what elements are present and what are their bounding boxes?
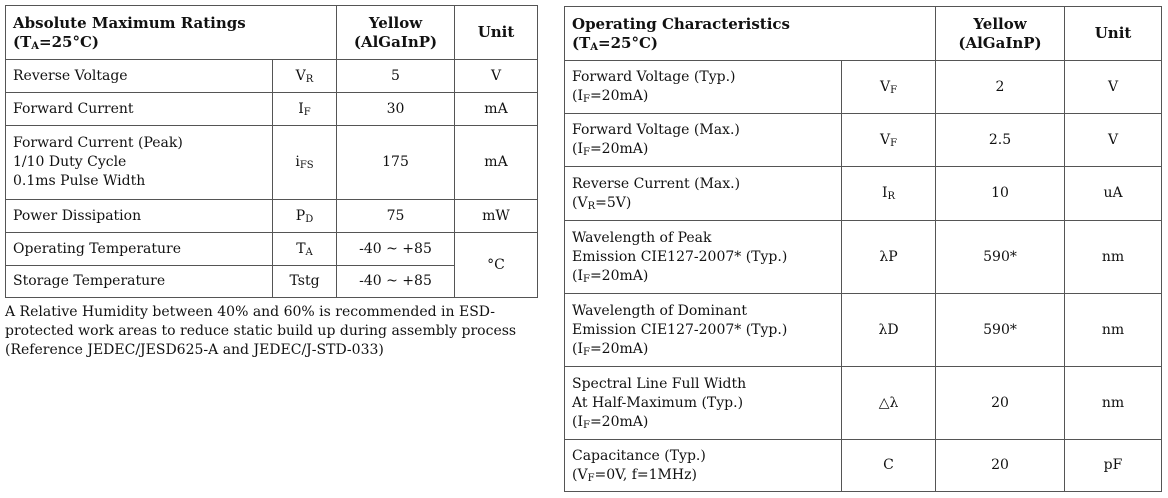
op-unit-header: Unit <box>1064 6 1163 61</box>
table-row: Wavelength of Peak Emission CIE127-2007*… <box>564 220 1163 294</box>
symbol-cell: λP <box>840 220 937 294</box>
unit-cell: V <box>1064 113 1163 167</box>
value-cell: 20 <box>935 439 1066 492</box>
param-cell: Spectral Line Full Width At Half-Maximum… <box>564 366 842 440</box>
symbol-cell: iFS <box>272 125 337 200</box>
value-cell: 20 <box>935 366 1066 440</box>
symbol-cell: VR <box>272 59 337 93</box>
symbol-cell: IR <box>840 166 937 221</box>
unit-cell: V <box>454 59 538 93</box>
table-row: Storage Temperature Tstg -40 ~ +85 <box>5 265 538 298</box>
unit-cell: mA <box>454 125 538 200</box>
esd-note: A Relative Humidity between 40% and 60% … <box>5 304 517 358</box>
symbol-cell: △λ <box>840 366 937 440</box>
abs-color-header: Yellow (AlGaInP) <box>336 5 455 60</box>
table-row: Reverse Current (Max.) (VR=5V) IR 10 uA <box>564 166 1163 221</box>
param-cell: Storage Temperature <box>5 265 273 298</box>
param-cell: Forward Current (Peak) 1/10 Duty Cycle 0… <box>5 125 273 200</box>
value-cell: 2.5 <box>935 113 1066 167</box>
table-row: Reverse Voltage VR 5 V <box>5 59 538 93</box>
symbol-cell: Tstg <box>272 265 337 298</box>
table-row: Capacitance (Typ.) (VF=0V, f=1MHz) C 20 … <box>564 439 1163 492</box>
abs-condition: (TA=25°C) <box>13 32 100 52</box>
table-row: Forward Voltage (Max.) (IF=20mA) VF 2.5 … <box>564 113 1163 167</box>
table-row: Wavelength of Dominant Emission CIE127-2… <box>564 293 1163 367</box>
value-cell: -40 ~ +85 <box>336 265 455 298</box>
value-cell: 10 <box>935 166 1066 221</box>
table-row: Forward Current IF 30 mA <box>5 92 538 126</box>
symbol-cell: λD <box>840 293 937 367</box>
param-cell: Forward Voltage (Max.) (IF=20mA) <box>564 113 842 167</box>
value-cell: 30 <box>336 92 455 126</box>
param-cell: Reverse Current (Max.) (VR=5V) <box>564 166 842 221</box>
symbol-cell: C <box>840 439 937 492</box>
value-cell: 590* <box>935 220 1066 294</box>
param-cell: Wavelength of Peak Emission CIE127-2007*… <box>564 220 842 294</box>
symbol-cell: TA <box>272 232 337 266</box>
abs-title: Absolute Maximum Ratings <box>13 13 246 32</box>
abs-unit-header: Unit <box>454 5 538 60</box>
unit-cell: nm <box>1064 293 1163 367</box>
op-title: Operating Characteristics <box>572 14 791 33</box>
table-row: Forward Voltage (Typ.) (IF=20mA) VF 2 V <box>564 60 1163 114</box>
table-row: Operating Temperature TA -40 ~ +85 °C <box>5 232 538 298</box>
table-row: Power Dissipation PD 75 mW <box>5 199 538 233</box>
unit-cell: V <box>1064 60 1163 114</box>
op-color-header: Yellow (AlGaInP) <box>935 6 1066 61</box>
table-row: Spectral Line Full Width At Half-Maximum… <box>564 366 1163 440</box>
symbol-cell: PD <box>272 199 337 233</box>
unit-cell: mA <box>454 92 538 126</box>
unit-cell: mW <box>454 199 538 233</box>
op-condition: (TA=25°C) <box>572 33 659 53</box>
param-cell: Forward Current <box>5 92 273 126</box>
table-row: Forward Current (Peak) 1/10 Duty Cycle 0… <box>5 125 538 200</box>
value-cell: 5 <box>336 59 455 93</box>
unit-cell: nm <box>1064 220 1163 294</box>
unit-cell: nm <box>1064 366 1163 440</box>
param-cell: Power Dissipation <box>5 199 273 233</box>
op-title-cell: Operating Characteristics (TA=25°C) <box>563 6 937 61</box>
unit-cell: pF <box>1064 439 1163 492</box>
symbol-cell: IF <box>272 92 337 126</box>
operating-characteristics-table: Operating Characteristics (TA=25°C) Yell… <box>563 6 1163 492</box>
value-cell: 175 <box>336 125 455 200</box>
param-cell: Forward Voltage (Typ.) (IF=20mA) <box>564 60 842 114</box>
value-cell: 75 <box>336 199 455 233</box>
abs-title-cell: Absolute Maximum Ratings (TA=25°C) <box>5 5 337 60</box>
value-cell: 590* <box>935 293 1066 367</box>
value-cell: -40 ~ +85 <box>336 232 455 266</box>
param-cell: Operating Temperature <box>5 232 273 266</box>
unit-cell: °C <box>454 232 538 298</box>
param-cell: Capacitance (Typ.) (VF=0V, f=1MHz) <box>564 439 842 492</box>
unit-cell: uA <box>1064 166 1163 221</box>
absolute-max-ratings-table: Absolute Maximum Ratings (TA=25°C) Yello… <box>5 5 538 298</box>
param-cell: Reverse Voltage <box>5 59 273 93</box>
symbol-cell: VF <box>840 60 937 114</box>
symbol-cell: VF <box>840 113 937 167</box>
value-cell: 2 <box>935 60 1066 114</box>
param-cell: Wavelength of Dominant Emission CIE127-2… <box>564 293 842 367</box>
